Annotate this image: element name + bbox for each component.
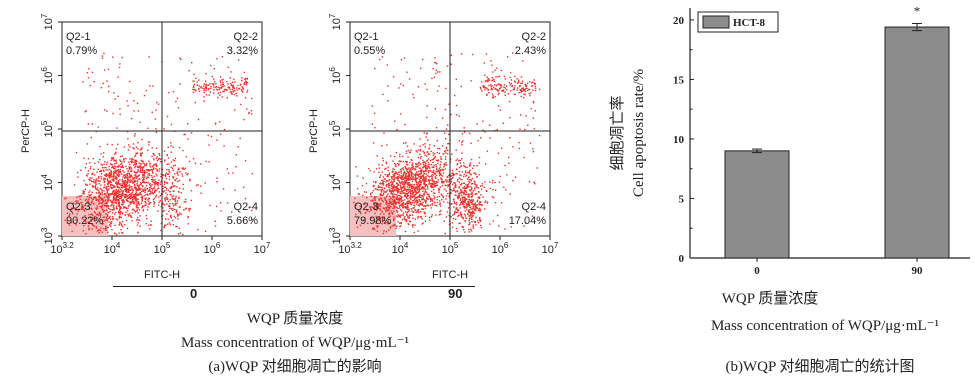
- bar-90: [884, 26, 950, 259]
- scatter-dots: [353, 52, 541, 235]
- x-tick-label: 104: [104, 241, 121, 256]
- y-axis-label: PerCP-H: [308, 109, 320, 153]
- x-tick-label: 106: [492, 241, 509, 256]
- y-tick-label: 104: [40, 174, 55, 191]
- quadrant-q4-pct: 17.04%: [509, 215, 547, 227]
- quadrant-q4-name: Q2-4: [234, 201, 258, 213]
- caption-a-zh: WQP 质量浓度: [246, 311, 344, 327]
- quadrant-q2-pct: 3.32%: [227, 45, 258, 57]
- x-tick-label: 105: [442, 241, 459, 256]
- x-axis-label: FITC-H: [432, 269, 468, 281]
- y-tick-label: 5: [679, 193, 685, 205]
- x-axis-label: FITC-H: [144, 269, 180, 281]
- x-tick-label-0: 0: [754, 265, 760, 277]
- legend-label: HCT-8: [733, 17, 765, 29]
- x-tick-label: 103.2: [338, 241, 362, 256]
- quadrant-q3-name: Q2-3: [66, 201, 90, 213]
- quadrant-q4-name: Q2-4: [522, 201, 546, 213]
- flow-plot-0: Q2-1 0.79% Q2-2 3.32% Q2-3 90.22% Q2-4 5.66% 103…: [20, 13, 271, 281]
- y-tick-label: 103: [40, 227, 55, 244]
- y-tick-label: 10: [673, 134, 685, 146]
- y-axis-label-zh: 细胞凋亡率: [609, 95, 626, 170]
- x-tick-label: 103.2: [50, 241, 74, 256]
- x-tick-label: 104: [392, 241, 409, 256]
- x-tick-label: 106: [204, 241, 221, 256]
- y-tick-label: 15: [673, 74, 685, 86]
- y-tick-label: 106: [328, 67, 343, 84]
- flow-plot-90: Q2-1 0.55% Q2-2 2.43% Q2-3 79.98% Q2-4 17.04% 10…: [308, 13, 559, 281]
- quadrant-q2-name: Q2-2: [234, 31, 258, 43]
- bar-0: [724, 150, 790, 259]
- group-underline-90: [275, 286, 475, 287]
- scatter-dots: [64, 52, 254, 236]
- x-tick-label: 105: [154, 241, 171, 256]
- y-axis-label-en: Cell apoptosis rate/%: [631, 69, 647, 197]
- y-tick-label: 105: [328, 120, 343, 137]
- group-underline-0: [113, 286, 275, 287]
- group-label-90: 90: [448, 286, 463, 301]
- y-tick-label: 105: [40, 120, 55, 137]
- quadrant-q3-name: Q2-3: [354, 201, 378, 213]
- quadrant-q1-name: Q2-1: [66, 31, 90, 43]
- quadrant-q1-pct: 0.55%: [354, 45, 385, 57]
- quadrant-q2-pct: 2.43%: [515, 45, 546, 57]
- quadrant-q1-pct: 0.79%: [66, 45, 97, 57]
- quadrant-q3-pct: 90.22%: [66, 215, 104, 227]
- legend-swatch: [702, 15, 730, 29]
- bar-chart: 0 5 10 15 20 0 90 * HCT-8 细胞凋亡率 Cell apoptosis rat…: [609, 3, 970, 277]
- y-tick-label: 0: [679, 253, 685, 265]
- quadrant-q1-name: Q2-1: [354, 31, 378, 43]
- x-tick-label: 107: [254, 241, 271, 256]
- y-tick-label: 103: [328, 227, 343, 244]
- quadrant-q2-name: Q2-2: [522, 31, 546, 43]
- significance-star: *: [914, 3, 921, 18]
- caption-a-en: Mass concentration of WQP/μg·mL⁻¹: [180, 335, 410, 351]
- subcaption-a: (a)WQP 对细胞凋亡的影响: [208, 359, 382, 375]
- x-tick-label: 107: [542, 241, 559, 256]
- y-tick-label: 107: [328, 13, 343, 30]
- subcaption-b: (b)WQP 对细胞凋亡的统计图: [725, 359, 915, 375]
- y-tick-label: 104: [328, 174, 343, 191]
- y-tick-label: 107: [40, 13, 55, 30]
- y-axis-label: PerCP-H: [20, 109, 32, 153]
- group-label-0: 0: [190, 286, 198, 301]
- caption-b-zh: WQP 质量浓度: [721, 291, 819, 307]
- quadrant-q3-pct: 79.98%: [354, 215, 392, 227]
- y-tick-label: 106: [40, 67, 55, 84]
- x-tick-label-90: 90: [912, 265, 924, 277]
- quadrant-q4-pct: 5.66%: [227, 215, 258, 227]
- caption-b-en: Mass concentration of WQP/μg·mL⁻¹: [710, 318, 940, 334]
- y-tick-label: 20: [673, 15, 685, 27]
